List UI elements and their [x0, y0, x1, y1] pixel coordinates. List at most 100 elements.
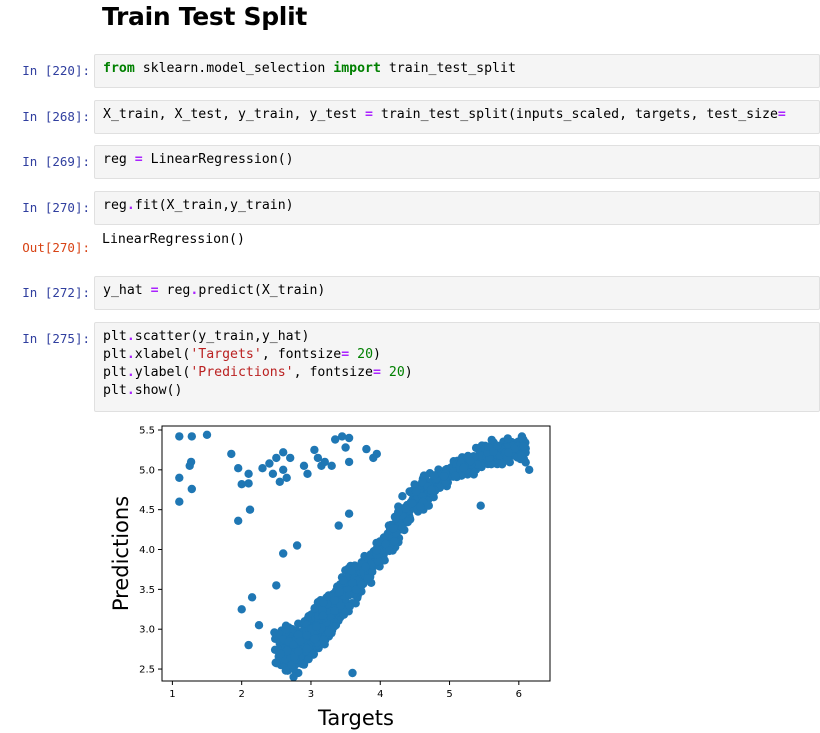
y-tick-label: 3.5 — [139, 585, 155, 596]
code-cell-270[interactable]: In [270]: reg.fit(X_train,y_train) — [0, 191, 820, 225]
scatter-point — [286, 453, 295, 463]
y-tick-label: 4.5 — [139, 505, 155, 516]
scatter-point — [335, 587, 344, 597]
scatter-point — [320, 457, 329, 467]
scatter-point — [348, 668, 357, 678]
code-line: plt.scatter(y_train,y_hat) — [103, 329, 310, 344]
scatter-point — [276, 649, 285, 659]
scatter-point — [339, 576, 348, 585]
scatter-point — [258, 464, 267, 473]
code-cell-272[interactable]: In [272]: y_hat = reg.predict(X_train) — [0, 276, 820, 310]
scatter-point — [312, 622, 321, 631]
scatter-point — [380, 556, 389, 565]
scatter-point — [302, 631, 312, 640]
code-input-area[interactable]: X_train, X_test, y_train, y_test = train… — [94, 100, 820, 134]
scatter-point — [398, 492, 407, 501]
scatter-point — [357, 580, 366, 590]
output-text: LinearRegression() — [102, 232, 245, 247]
code-cell-275[interactable]: In [275]: plt.scatter(y_train,y_hat) plt… — [0, 322, 820, 412]
scatter-point — [281, 666, 290, 675]
input-prompt: In [269]: — [22, 154, 90, 169]
input-prompt: In [272]: — [22, 285, 90, 300]
code-line: from sklearn.model_selection import trai… — [103, 61, 516, 76]
scatter-point — [389, 537, 399, 546]
scatter-point — [272, 659, 281, 668]
scatter-point — [373, 556, 383, 566]
scatter-points — [175, 430, 534, 682]
scatter-point — [282, 473, 291, 482]
scatter-point — [234, 516, 243, 525]
scatter-point — [368, 567, 377, 576]
scatter-point — [337, 432, 347, 441]
scatter-point — [439, 472, 449, 481]
scatter-point — [202, 430, 212, 439]
code-line: reg.fit(X_train,y_train) — [103, 198, 294, 213]
code-cell-220[interactable]: In [220]: from sklearn.model_selection i… — [0, 54, 820, 88]
scatter-point — [504, 448, 513, 457]
scatter-point — [476, 501, 485, 510]
code-line: reg = LinearRegression() — [103, 152, 294, 167]
scatter-point — [310, 634, 320, 644]
scatter-point — [330, 606, 339, 615]
scatter-point — [394, 507, 403, 517]
scatter-point — [418, 477, 427, 487]
scatter-point — [268, 469, 278, 478]
scatter-point — [426, 485, 436, 494]
code-cell-269[interactable]: In [269]: reg = LinearRegression() — [0, 145, 820, 179]
scatter-point — [254, 621, 264, 630]
scatter-point — [348, 578, 357, 588]
scatter-point — [324, 628, 333, 637]
axes-frame — [161, 425, 551, 682]
scatter-point — [381, 539, 390, 549]
scatter-point — [344, 457, 354, 467]
scatter-point — [175, 497, 184, 506]
scatter-point — [493, 441, 502, 450]
section-heading: Train Test Split — [102, 2, 307, 31]
code-input-area[interactable]: reg = LinearRegression() — [94, 145, 820, 179]
scatter-point — [313, 453, 323, 463]
scatter-point — [304, 654, 313, 664]
scatter-point — [487, 460, 496, 469]
scatter-point — [319, 598, 328, 607]
scatter-point — [334, 521, 343, 530]
code-input-area[interactable]: reg.fit(X_train,y_train) — [94, 191, 820, 225]
scatter-point — [265, 459, 274, 468]
y-tick-label: 3.0 — [139, 625, 155, 636]
scatter-point — [299, 461, 309, 470]
scatter-point — [275, 477, 284, 486]
scatter-point — [389, 524, 398, 533]
x-tick-label: 3 — [308, 689, 314, 700]
scatter-point — [227, 449, 236, 459]
scatter-point — [517, 451, 526, 461]
scatter-point — [320, 640, 329, 649]
scatter-point — [186, 457, 196, 467]
scatter-point — [175, 432, 184, 441]
scatter-point — [398, 522, 407, 531]
scatter-point — [407, 499, 417, 508]
axis-ticks: 1 2 3 4 5 6 2.5 3.0 3.5 4.0 4.5 5.0 5.5 — [139, 425, 522, 700]
code-input-area[interactable]: y_hat = reg.predict(X_train) — [94, 276, 820, 310]
scatter-point — [175, 473, 184, 482]
code-input-area[interactable]: plt.scatter(y_train,y_hat) plt.xlabel('T… — [94, 322, 820, 412]
scatter-point — [327, 461, 336, 470]
scatter-point — [244, 640, 253, 650]
scatter-point — [489, 447, 498, 456]
code-cell-268[interactable]: In [268]: X_train, X_test, y_train, y_te… — [0, 100, 820, 134]
code-line: plt.ylabel('Predictions', fontsize= 20) — [103, 365, 413, 380]
scatter-point — [410, 480, 419, 489]
scatter-point — [293, 647, 303, 656]
scatter-point — [237, 480, 246, 489]
scatter-plot: 1 2 3 4 5 6 2.5 3.0 3.5 4.0 4.5 5.0 5.5 Targets Pred… — [109, 425, 551, 730]
code-input-area[interactable]: from sklearn.model_selection import trai… — [94, 54, 820, 88]
x-axis-label: Targets — [317, 706, 394, 730]
x-tick-label: 1 — [169, 689, 175, 700]
scatter-point — [344, 509, 354, 518]
scatter-point — [293, 630, 303, 640]
scatter-point — [361, 562, 370, 572]
scatter-point — [303, 469, 312, 478]
scatter-point — [244, 469, 253, 478]
scatter-point — [345, 602, 354, 611]
y-tick-label: 5.5 — [139, 425, 155, 436]
scatter-point — [401, 504, 411, 513]
scatter-point — [245, 505, 255, 514]
